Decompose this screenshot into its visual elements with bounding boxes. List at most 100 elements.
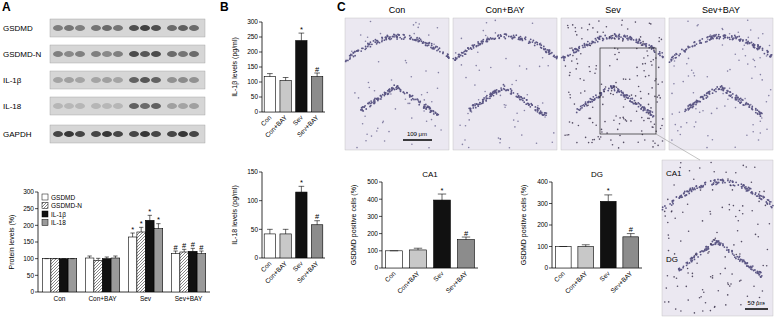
cell <box>571 60 573 62</box>
cell <box>370 21 372 23</box>
cell <box>428 34 430 36</box>
cell <box>622 117 624 119</box>
cell <box>718 182 720 184</box>
cell <box>729 37 731 39</box>
cell <box>587 45 589 47</box>
cell <box>671 56 673 58</box>
cell <box>623 106 625 108</box>
cell <box>431 101 433 103</box>
cell <box>641 117 643 119</box>
cell <box>609 65 611 67</box>
cell <box>730 185 732 187</box>
cell <box>654 123 656 125</box>
cell <box>722 93 724 95</box>
cell <box>764 53 766 55</box>
cell <box>494 91 496 93</box>
cell <box>597 41 599 43</box>
blot-strip <box>50 19 205 37</box>
cell <box>604 35 606 37</box>
cell <box>354 55 356 57</box>
cell <box>641 130 643 132</box>
cell <box>724 246 726 248</box>
bar <box>146 220 155 292</box>
cell <box>361 108 363 110</box>
cell <box>602 96 604 98</box>
cell <box>529 41 531 43</box>
cell <box>390 93 392 95</box>
cell <box>488 39 490 41</box>
cell <box>622 39 624 41</box>
cell <box>711 184 713 186</box>
cell <box>769 223 771 225</box>
cell <box>599 38 601 40</box>
cell <box>724 256 726 258</box>
cell <box>376 98 378 100</box>
cell <box>766 55 768 57</box>
cell <box>542 114 544 116</box>
blot-band <box>151 131 161 137</box>
cell <box>710 34 712 36</box>
cell <box>472 44 474 46</box>
cell <box>472 104 474 106</box>
cell <box>653 115 655 117</box>
cell <box>635 95 637 97</box>
cell <box>629 100 631 102</box>
cell <box>652 116 654 118</box>
cell <box>695 121 697 123</box>
cell <box>647 55 649 57</box>
cell <box>435 112 437 114</box>
cell <box>465 77 467 79</box>
cell <box>761 195 763 197</box>
cell <box>762 265 764 267</box>
error-bar <box>113 256 117 258</box>
cell <box>489 96 491 98</box>
blot-band <box>64 51 74 57</box>
cell <box>617 88 619 90</box>
cell <box>707 246 709 248</box>
cell <box>701 186 703 188</box>
cell <box>687 299 689 301</box>
cell <box>678 55 680 57</box>
blot-band <box>113 103 123 109</box>
cell <box>459 125 461 127</box>
cell <box>577 63 579 65</box>
cell <box>747 63 749 65</box>
cell <box>713 171 715 173</box>
cell <box>584 46 586 48</box>
cell <box>704 184 706 186</box>
cell <box>770 54 772 56</box>
blot-label: IL-18 <box>3 102 22 111</box>
cell <box>668 250 670 252</box>
cell <box>414 39 416 41</box>
cell <box>692 189 694 191</box>
cell <box>395 36 397 38</box>
cell <box>406 92 408 94</box>
blot-band <box>53 77 63 83</box>
blot-band <box>53 131 63 137</box>
cell <box>727 70 729 72</box>
cell-dots <box>669 20 773 149</box>
cell <box>639 42 641 44</box>
cell <box>592 27 594 29</box>
cell <box>667 222 669 224</box>
cell <box>741 183 743 185</box>
cell <box>636 42 638 44</box>
cell <box>618 35 620 37</box>
cell <box>691 105 693 107</box>
cell <box>738 31 740 33</box>
cell <box>718 36 720 38</box>
cell <box>696 43 698 45</box>
cell <box>587 101 589 103</box>
cell <box>643 120 645 122</box>
cell <box>727 282 729 284</box>
cell <box>725 92 727 94</box>
cell <box>712 244 714 246</box>
cell <box>578 47 580 49</box>
cell <box>397 86 399 88</box>
blot-band <box>91 103 101 109</box>
cell <box>650 46 652 48</box>
cell <box>485 35 487 37</box>
cell <box>364 105 366 107</box>
cell <box>684 50 686 52</box>
cell <box>511 90 513 92</box>
